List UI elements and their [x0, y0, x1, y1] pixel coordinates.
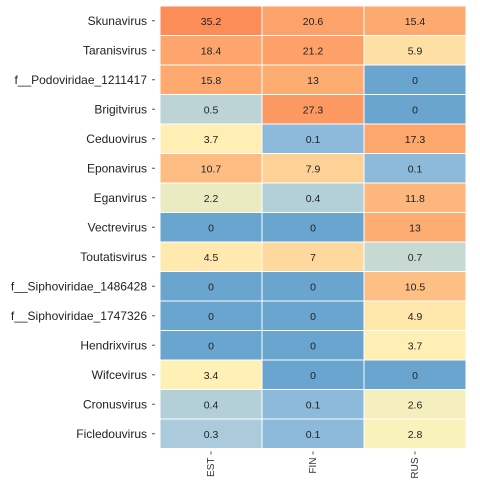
heatmap-cell	[363, 300, 467, 331]
cell-value-label: 0.3	[204, 429, 219, 441]
heatmap-cell	[363, 271, 467, 302]
heatmap-cell	[159, 182, 263, 213]
row-label: Ceduovirus	[86, 132, 147, 146]
cell-value-label: 0.4	[204, 399, 219, 411]
heatmap-cell	[363, 418, 467, 449]
cell-value-label: 4.5	[204, 252, 219, 264]
cell-value-label: 0	[208, 281, 214, 293]
heatmap-cell	[159, 359, 263, 390]
row-label: Eponavirus	[87, 161, 147, 175]
heatmap-cell	[261, 153, 365, 184]
row-label: Toutatisvirus	[80, 250, 147, 264]
cell-value-label: 0	[310, 281, 316, 293]
heatmap-cell	[159, 271, 263, 302]
heatmap-cell	[363, 5, 467, 36]
heatmap-cell	[159, 153, 263, 184]
cell-value-label: 0	[412, 75, 418, 87]
row-label: f__Podoviridae_1211417	[14, 73, 147, 87]
heatmap-cell	[363, 35, 467, 66]
cell-value-label: 10.7	[201, 163, 222, 175]
cell-value-label: 0	[208, 222, 214, 234]
row-label: f__Siphoviridae_1486428	[11, 279, 147, 293]
heatmap-cell	[363, 94, 467, 125]
heatmap-cell	[363, 212, 467, 243]
cell-value-label: 0	[310, 370, 316, 382]
row-label: Cronusvirus	[83, 397, 147, 411]
heatmap-cell	[159, 212, 263, 243]
column-label: EST	[206, 458, 217, 477]
cell-value-label: 0.4	[306, 193, 321, 205]
heatmap-cell	[159, 5, 263, 36]
cell-value-label: 0.7	[408, 252, 423, 264]
cell-value-label: 2.6	[408, 399, 423, 411]
heatmap-cell	[261, 123, 365, 154]
cell-value-label: 5.9	[408, 45, 423, 57]
heatmap-cell	[261, 5, 365, 36]
cell-value-label: 15.8	[201, 75, 222, 87]
row-label: Brigitvirus	[94, 102, 147, 116]
heatmap-cell	[363, 389, 467, 420]
cell-value-label: 2.2	[204, 193, 219, 205]
heatmap-cell	[159, 94, 263, 125]
heatmap-cell	[261, 182, 365, 213]
cell-value-label: 10.5	[405, 281, 426, 293]
column-label: FIN	[308, 458, 319, 474]
row-label: Eganvirus	[94, 191, 147, 205]
cell-value-label: 0	[310, 311, 316, 323]
cell-value-label: 13	[409, 222, 421, 234]
column-label: RUS	[410, 457, 421, 478]
cell-value-label: 3.4	[204, 370, 219, 382]
cell-value-label: 18.4	[201, 45, 222, 57]
cell-value-label: 0.1	[408, 163, 423, 175]
cell-value-label: 0	[208, 311, 214, 323]
heatmap-cell	[159, 300, 263, 331]
cell-value-label: 4.9	[408, 311, 423, 323]
row-label: Skunavirus	[88, 14, 147, 28]
row-labels: Skunavirus Taranisvirus f__Podoviridae_121…	[11, 14, 155, 441]
heatmap-cell	[261, 271, 365, 302]
heatmap-cells: 35.2 20.6 15.4 18.4 21.2 5.9 15.8 13 0 0.5 27.3 0 3.…	[159, 5, 467, 449]
column-labels: EST FIN RUS	[206, 451, 421, 479]
cell-value-label: 0.5	[204, 104, 219, 116]
cell-value-label: 15.4	[405, 16, 426, 28]
cell-value-label: 0	[208, 340, 214, 352]
heatmap-cell	[363, 330, 467, 361]
cell-value-label: 0	[412, 104, 418, 116]
heatmap-cell	[261, 64, 365, 95]
cell-value-label: 0.1	[306, 134, 321, 146]
row-label: Vectrevirus	[88, 220, 147, 234]
cell-value-label: 0.1	[306, 429, 321, 441]
cell-value-label: 21.2	[303, 45, 324, 57]
cell-value-label: 3.7	[408, 340, 423, 352]
heatmap-cell	[363, 153, 467, 184]
heatmap-cell	[363, 359, 467, 390]
row-label: f__Siphoviridae_1747326	[11, 309, 147, 323]
cell-value-label: 2.8	[408, 429, 423, 441]
row-label: Taranisvirus	[83, 43, 147, 57]
cell-value-label: 0	[310, 222, 316, 234]
cell-value-label: 17.3	[405, 134, 426, 146]
row-label: Ficledouvirus	[76, 427, 147, 441]
cell-value-label: 7	[310, 252, 316, 264]
heatmap-cell	[363, 182, 467, 213]
row-label: Hendrixvirus	[80, 338, 147, 352]
heatmap-cell	[363, 241, 467, 272]
cell-value-label: 0	[412, 370, 418, 382]
cell-value-label: 11.8	[405, 193, 425, 205]
cell-value-label: 7.9	[306, 163, 321, 175]
heatmap-cell	[261, 212, 365, 243]
cell-value-label: 0.1	[306, 399, 321, 411]
heatmap-cell	[159, 389, 263, 420]
row-label: Wifcevirus	[92, 368, 147, 382]
cell-value-label: 20.6	[303, 16, 324, 28]
cell-value-label: 0	[310, 340, 316, 352]
cell-value-label: 35.2	[201, 16, 222, 28]
cell-value-label: 27.3	[303, 104, 324, 116]
heatmap-cell	[159, 418, 263, 449]
cell-value-label: 13	[307, 75, 319, 87]
cell-value-label: 3.7	[204, 134, 219, 146]
